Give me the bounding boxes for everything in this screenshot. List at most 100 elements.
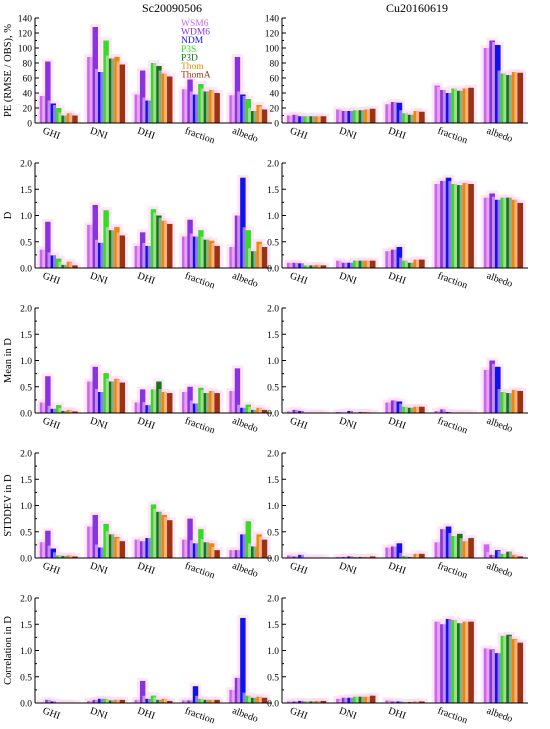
x-tick-label: DHI bbox=[387, 560, 407, 576]
y-tick-label: 80 bbox=[23, 60, 33, 70]
y-tick-label: 60 bbox=[23, 75, 33, 85]
column-title-left: Sc20090506 bbox=[142, 1, 202, 15]
bar bbox=[139, 680, 146, 703]
bar bbox=[214, 393, 220, 413]
bar-halo bbox=[465, 409, 477, 413]
x-tick-label: DNI bbox=[88, 415, 108, 431]
bar bbox=[240, 617, 246, 703]
x-tick-label: fraction bbox=[436, 705, 469, 726]
y-tick-label: 0 bbox=[27, 120, 32, 130]
bar-halo bbox=[416, 698, 428, 703]
bar bbox=[419, 553, 425, 558]
y-tick-label: 0.0 bbox=[20, 410, 32, 420]
chart-panel-row3-right: 0.0 0.5 1.0 1.5 2.0 GHI DNI DHI fraction albedo bbox=[267, 305, 528, 436]
bar bbox=[369, 260, 376, 268]
bar bbox=[517, 202, 524, 268]
x-tick-label: GHI bbox=[288, 560, 308, 576]
bar bbox=[419, 259, 425, 268]
y-tick-label: 120 bbox=[265, 30, 280, 40]
y-tick-label: 1.0 bbox=[20, 647, 32, 657]
bar bbox=[119, 699, 126, 703]
column-title-right: Cu20160619 bbox=[386, 1, 448, 15]
y-tick-label: 1.0 bbox=[20, 502, 32, 512]
y-tick-label: 1.5 bbox=[267, 186, 279, 196]
y-tick-label: 2.0 bbox=[20, 305, 32, 315]
bar bbox=[419, 701, 425, 703]
y-tick-label: 100 bbox=[18, 45, 33, 55]
legend-entry: NDM bbox=[181, 36, 204, 46]
x-tick-label: albedo bbox=[485, 125, 514, 144]
bar-halo bbox=[317, 554, 330, 558]
bar bbox=[245, 521, 252, 558]
legend-entry: P3D bbox=[181, 53, 198, 63]
x-tick-label: GHI bbox=[41, 705, 61, 721]
x-tick-label: DNI bbox=[88, 125, 108, 141]
y-tick-label: 1.0 bbox=[267, 212, 279, 222]
bar bbox=[92, 514, 98, 558]
chart-panel-row5-left: 0.0 0.5 1.0 1.5 2.0 GHI DNI DHI fraction albedo Co… bbox=[3, 595, 272, 726]
y-tick-label: 2.0 bbox=[20, 160, 32, 170]
y-tick-label: 2.0 bbox=[267, 160, 279, 170]
x-tick-label: DNI bbox=[338, 125, 358, 141]
bar bbox=[320, 700, 327, 703]
x-tick-label: DNI bbox=[338, 560, 358, 576]
chart-panel-row1-left: 0 20 40 60 80 100 120 140 GHI DNI DHI fraction albed… bbox=[3, 15, 272, 146]
y-tick-label: 1.5 bbox=[20, 331, 32, 341]
y-tick-label: 0.0 bbox=[20, 265, 32, 275]
x-tick-label: DNI bbox=[88, 560, 108, 576]
chart-panels: 0 20 40 60 80 100 120 140 GHI DNI DHI fraction albed… bbox=[3, 15, 528, 726]
y-axis-label: STDDEV in D bbox=[3, 474, 14, 537]
bar bbox=[167, 520, 173, 558]
legend-entry: Thom bbox=[181, 62, 204, 72]
y-tick-label: 1.5 bbox=[267, 621, 279, 631]
x-tick-label: albedo bbox=[485, 705, 514, 724]
bar bbox=[517, 390, 524, 413]
y-tick-label: 1.5 bbox=[20, 186, 32, 196]
bar bbox=[187, 386, 193, 413]
y-tick-label: 1.0 bbox=[20, 212, 32, 222]
y-tick-label: 100 bbox=[265, 45, 280, 55]
bar bbox=[167, 393, 173, 413]
y-tick-label: 0.5 bbox=[267, 673, 279, 683]
bar bbox=[192, 686, 199, 703]
y-axis-label: Mean in D bbox=[3, 338, 14, 383]
x-tick-label: DHI bbox=[387, 705, 407, 721]
legend-entry: WDM6 bbox=[181, 28, 210, 38]
bar-halo bbox=[317, 697, 330, 703]
bar bbox=[72, 265, 78, 268]
y-tick-label: 1.5 bbox=[20, 621, 32, 631]
bar bbox=[72, 411, 78, 413]
bar-halo bbox=[164, 697, 176, 703]
y-tick-label: 0.5 bbox=[267, 238, 279, 248]
x-tick-label: albedo bbox=[485, 560, 514, 579]
y-tick-label: 1.0 bbox=[267, 502, 279, 512]
x-tick-label: DHI bbox=[136, 415, 156, 431]
y-tick-label: 20 bbox=[270, 105, 280, 115]
x-tick-label: fraction bbox=[436, 125, 469, 146]
y-tick-label: 0 bbox=[274, 120, 279, 130]
bar bbox=[119, 235, 126, 268]
bar bbox=[261, 247, 268, 268]
x-tick-label: fraction bbox=[436, 270, 469, 291]
y-tick-label: 20 bbox=[23, 105, 33, 115]
x-tick-label: GHI bbox=[41, 415, 61, 431]
bar bbox=[167, 76, 173, 123]
x-tick-label: DNI bbox=[338, 415, 358, 431]
y-tick-label: 40 bbox=[270, 90, 280, 100]
x-tick-label: GHI bbox=[41, 270, 61, 286]
x-tick-label: albedo bbox=[485, 270, 514, 289]
y-tick-label: 0.5 bbox=[267, 528, 279, 538]
bar bbox=[396, 543, 403, 558]
x-tick-label: fraction bbox=[183, 560, 216, 581]
bar bbox=[240, 177, 246, 268]
bar bbox=[234, 57, 241, 123]
y-tick-label: 0.0 bbox=[267, 410, 279, 420]
y-tick-label: 1.5 bbox=[267, 476, 279, 486]
bar bbox=[119, 382, 126, 413]
bar bbox=[468, 184, 474, 268]
bar bbox=[72, 556, 78, 558]
x-tick-label: albedo bbox=[231, 705, 260, 724]
bar-halo bbox=[317, 409, 330, 413]
x-tick-label: albedo bbox=[485, 415, 514, 434]
